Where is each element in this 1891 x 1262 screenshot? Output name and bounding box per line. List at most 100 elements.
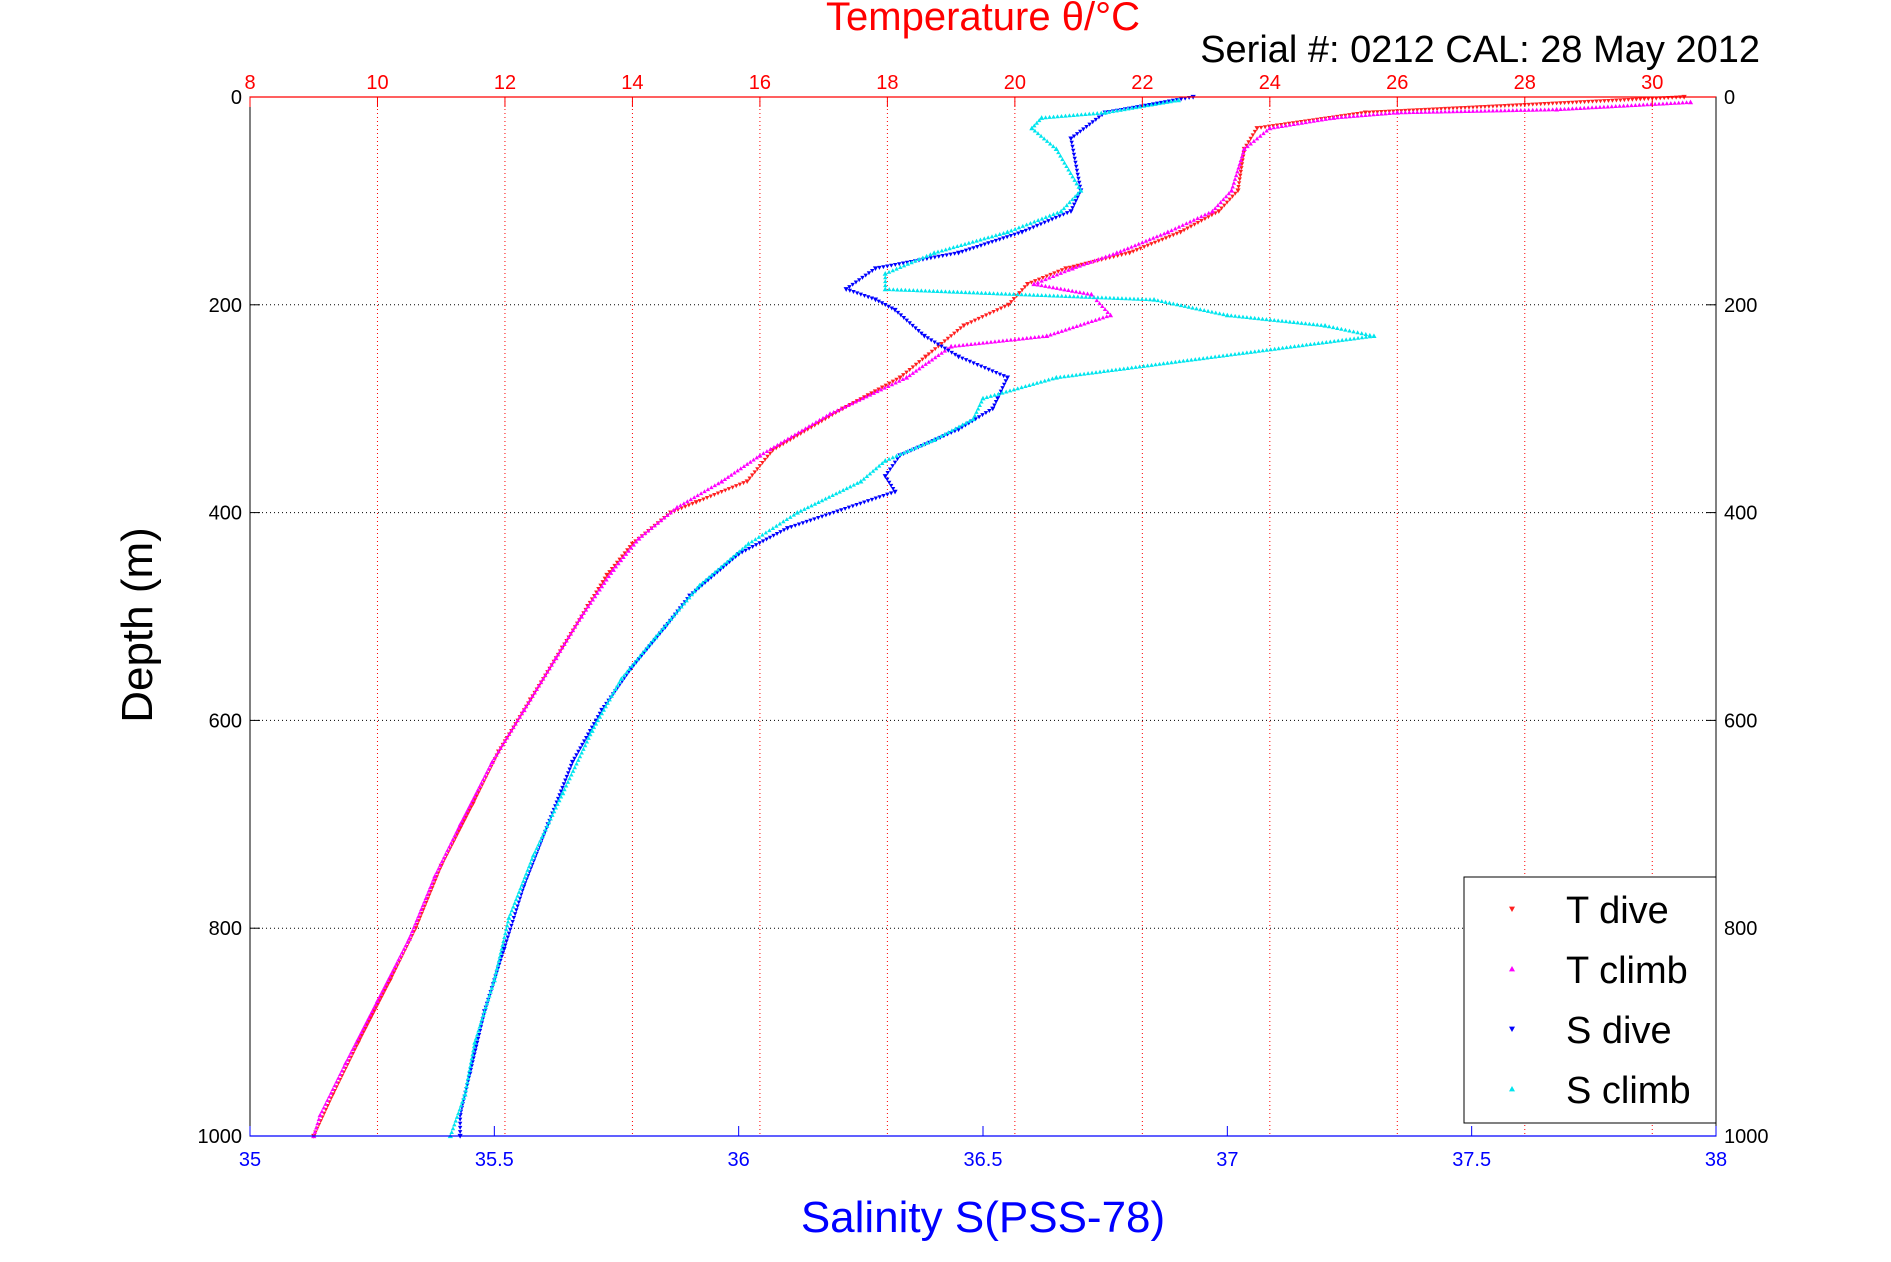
data-point: [1574, 106, 1579, 111]
data-point: [690, 501, 695, 506]
data-point: [1182, 96, 1188, 101]
data-point: [955, 354, 962, 360]
data-point: [1004, 235, 1010, 240]
data-point: [959, 425, 965, 430]
data-point: [1660, 101, 1666, 106]
data-point: [577, 754, 583, 759]
data-point: [632, 660, 637, 665]
data-point: [895, 310, 901, 315]
data-point: [661, 625, 666, 630]
data-point: [692, 495, 697, 500]
data-point: [445, 848, 450, 853]
data-point: [1291, 122, 1296, 127]
data-point: [1634, 97, 1639, 102]
data-point: [1187, 219, 1193, 224]
data-point: [974, 238, 979, 243]
data-point: [942, 348, 947, 353]
data-point: [401, 946, 407, 951]
data-point: [1213, 310, 1218, 315]
data-point: [1195, 220, 1201, 225]
data-point: [1300, 343, 1305, 348]
data-point: [1219, 206, 1224, 211]
data-point: [498, 745, 503, 750]
data-point: [450, 836, 456, 841]
data-point: [1672, 100, 1677, 105]
data-point: [1016, 225, 1022, 230]
data-point: [910, 323, 915, 328]
x-top-tick-label: 16: [749, 72, 771, 94]
data-point: [517, 714, 523, 719]
data-point: [875, 389, 880, 394]
data-point: [1140, 240, 1145, 245]
data-point: [705, 578, 711, 583]
data-point: [747, 476, 752, 481]
data-point: [504, 923, 510, 928]
data-point: [1046, 219, 1051, 224]
data-point: [715, 567, 721, 572]
data-point: [354, 1040, 359, 1045]
data-point: [1316, 341, 1321, 346]
data-point: [1004, 229, 1011, 235]
data-point: [699, 583, 705, 588]
data-point: [597, 587, 602, 592]
data-point: [892, 460, 898, 465]
data-point: [1077, 372, 1083, 377]
data-point: [1235, 188, 1241, 194]
data-point: [863, 273, 868, 278]
data-point: [976, 316, 981, 321]
data-point: [955, 427, 962, 433]
data-point: [709, 485, 714, 490]
data-point: [361, 1026, 366, 1031]
data-point: [885, 264, 890, 269]
data-point: [792, 432, 798, 437]
data-point: [1236, 165, 1241, 170]
data-point: [1034, 380, 1040, 385]
data-point: [831, 510, 836, 515]
data-point: [422, 899, 427, 904]
data-point: [1502, 104, 1508, 108]
data-point: [963, 420, 969, 425]
data-point: [967, 359, 973, 364]
data-point: [850, 504, 856, 509]
data-point: [1268, 317, 1273, 322]
data-point: [1093, 117, 1099, 122]
data-point: [1074, 132, 1080, 137]
data-point: [1208, 355, 1214, 360]
data-point: [1216, 209, 1222, 214]
data-point: [1680, 100, 1685, 105]
data-point: [674, 504, 680, 510]
data-point: [727, 560, 732, 565]
data-point: [426, 888, 432, 893]
data-point: [1003, 379, 1009, 384]
data-point: [528, 697, 533, 702]
data-point: [978, 237, 983, 242]
data-point: [889, 382, 895, 387]
data-point: [860, 275, 865, 280]
data-point: [377, 999, 382, 1004]
data-point: [953, 426, 958, 431]
data-point: [474, 794, 479, 799]
data-point: [917, 366, 922, 371]
x-bottom-tick-label: 37: [1216, 1149, 1238, 1171]
data-point: [835, 509, 840, 514]
data-point: [515, 718, 520, 723]
data-point: [471, 1056, 476, 1061]
data-point: [982, 366, 988, 371]
y-tick-label-right: 800: [1724, 918, 1757, 940]
data-point: [897, 375, 903, 381]
data-point: [820, 415, 826, 420]
data-point: [913, 326, 918, 331]
data-point: [1062, 269, 1067, 274]
data-point: [1582, 105, 1587, 110]
data-point: [1073, 289, 1079, 294]
data-point: [1043, 115, 1048, 120]
data-point: [564, 774, 569, 779]
data-point: [1426, 109, 1432, 114]
data-point: [1071, 294, 1077, 299]
data-point: [1005, 302, 1012, 308]
data-point: [679, 506, 684, 511]
data-point: [642, 531, 648, 536]
data-point: [872, 266, 879, 272]
data-point: [1076, 184, 1081, 189]
data-point: [727, 557, 733, 562]
